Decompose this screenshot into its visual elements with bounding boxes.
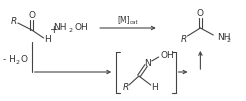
Text: R: R [180, 35, 187, 44]
Text: 2: 2 [226, 37, 230, 43]
Text: 2: 2 [16, 59, 20, 65]
Text: N: N [144, 58, 151, 67]
Text: H: H [44, 35, 51, 45]
Text: 2: 2 [68, 27, 73, 33]
Text: OH: OH [161, 52, 174, 60]
Text: O: O [197, 8, 204, 17]
Text: O: O [28, 11, 35, 19]
Text: NH: NH [53, 24, 66, 33]
Text: R: R [11, 16, 17, 25]
Text: H: H [151, 84, 158, 93]
Text: [M]: [M] [118, 15, 130, 25]
Text: NH: NH [217, 33, 231, 42]
Text: R: R [123, 84, 129, 93]
Text: +: + [50, 25, 59, 35]
Text: OH: OH [75, 24, 88, 33]
Text: cat: cat [130, 19, 138, 25]
Text: - H: - H [3, 56, 16, 65]
Text: O: O [21, 56, 28, 65]
